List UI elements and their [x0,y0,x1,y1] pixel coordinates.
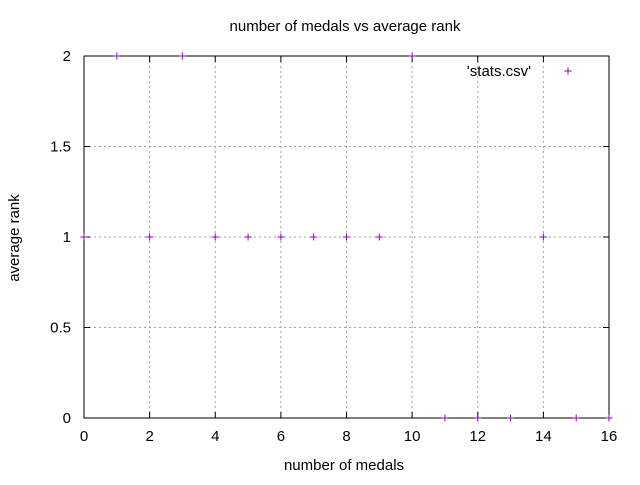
x-tick-label: 16 [601,428,618,445]
x-tick-label: 14 [535,428,552,445]
y-tick-label: 1.5 [50,139,71,156]
x-tick-label: 10 [404,428,421,445]
data-point [178,52,186,60]
legend: 'stats.csv' [467,63,572,80]
data-point [113,52,121,60]
legend-marker-glyph [564,67,572,75]
data-point [277,233,285,241]
data-point [408,52,416,60]
axis-ticks: 0 2 4 6 8 10 12 14 16 0 0.5 1 1.5 2 [50,48,617,445]
data-point [507,414,515,422]
chart-title: number of medals vs average rank [230,18,461,35]
data-point [343,233,350,241]
data-point [539,233,547,241]
data-point [244,233,252,241]
data-points [80,52,613,422]
legend-marker-icon [564,67,572,75]
legend-entry-label: 'stats.csv' [467,63,531,80]
y-tick-label: 2 [63,48,71,65]
x-tick-label: 2 [145,428,153,445]
data-point [572,414,580,422]
data-point [474,414,482,422]
y-tick-label: 0.5 [50,320,71,337]
data-point [146,233,154,241]
x-tick-label: 4 [211,428,219,445]
data-point [310,233,318,241]
data-point [441,414,449,422]
data-point [80,233,88,241]
y-tick-label: 0 [63,410,71,427]
x-tick-label: 6 [277,428,285,445]
x-tick-label: 12 [469,428,486,445]
x-axis-label: number of medals [284,457,404,474]
data-point [211,233,219,241]
y-tick-label: 1 [63,229,71,246]
x-tick-label: 8 [342,428,350,445]
x-tick-label: 0 [80,428,88,445]
data-point [375,233,383,241]
y-axis-label: average rank [6,194,23,282]
data-point [605,414,613,422]
